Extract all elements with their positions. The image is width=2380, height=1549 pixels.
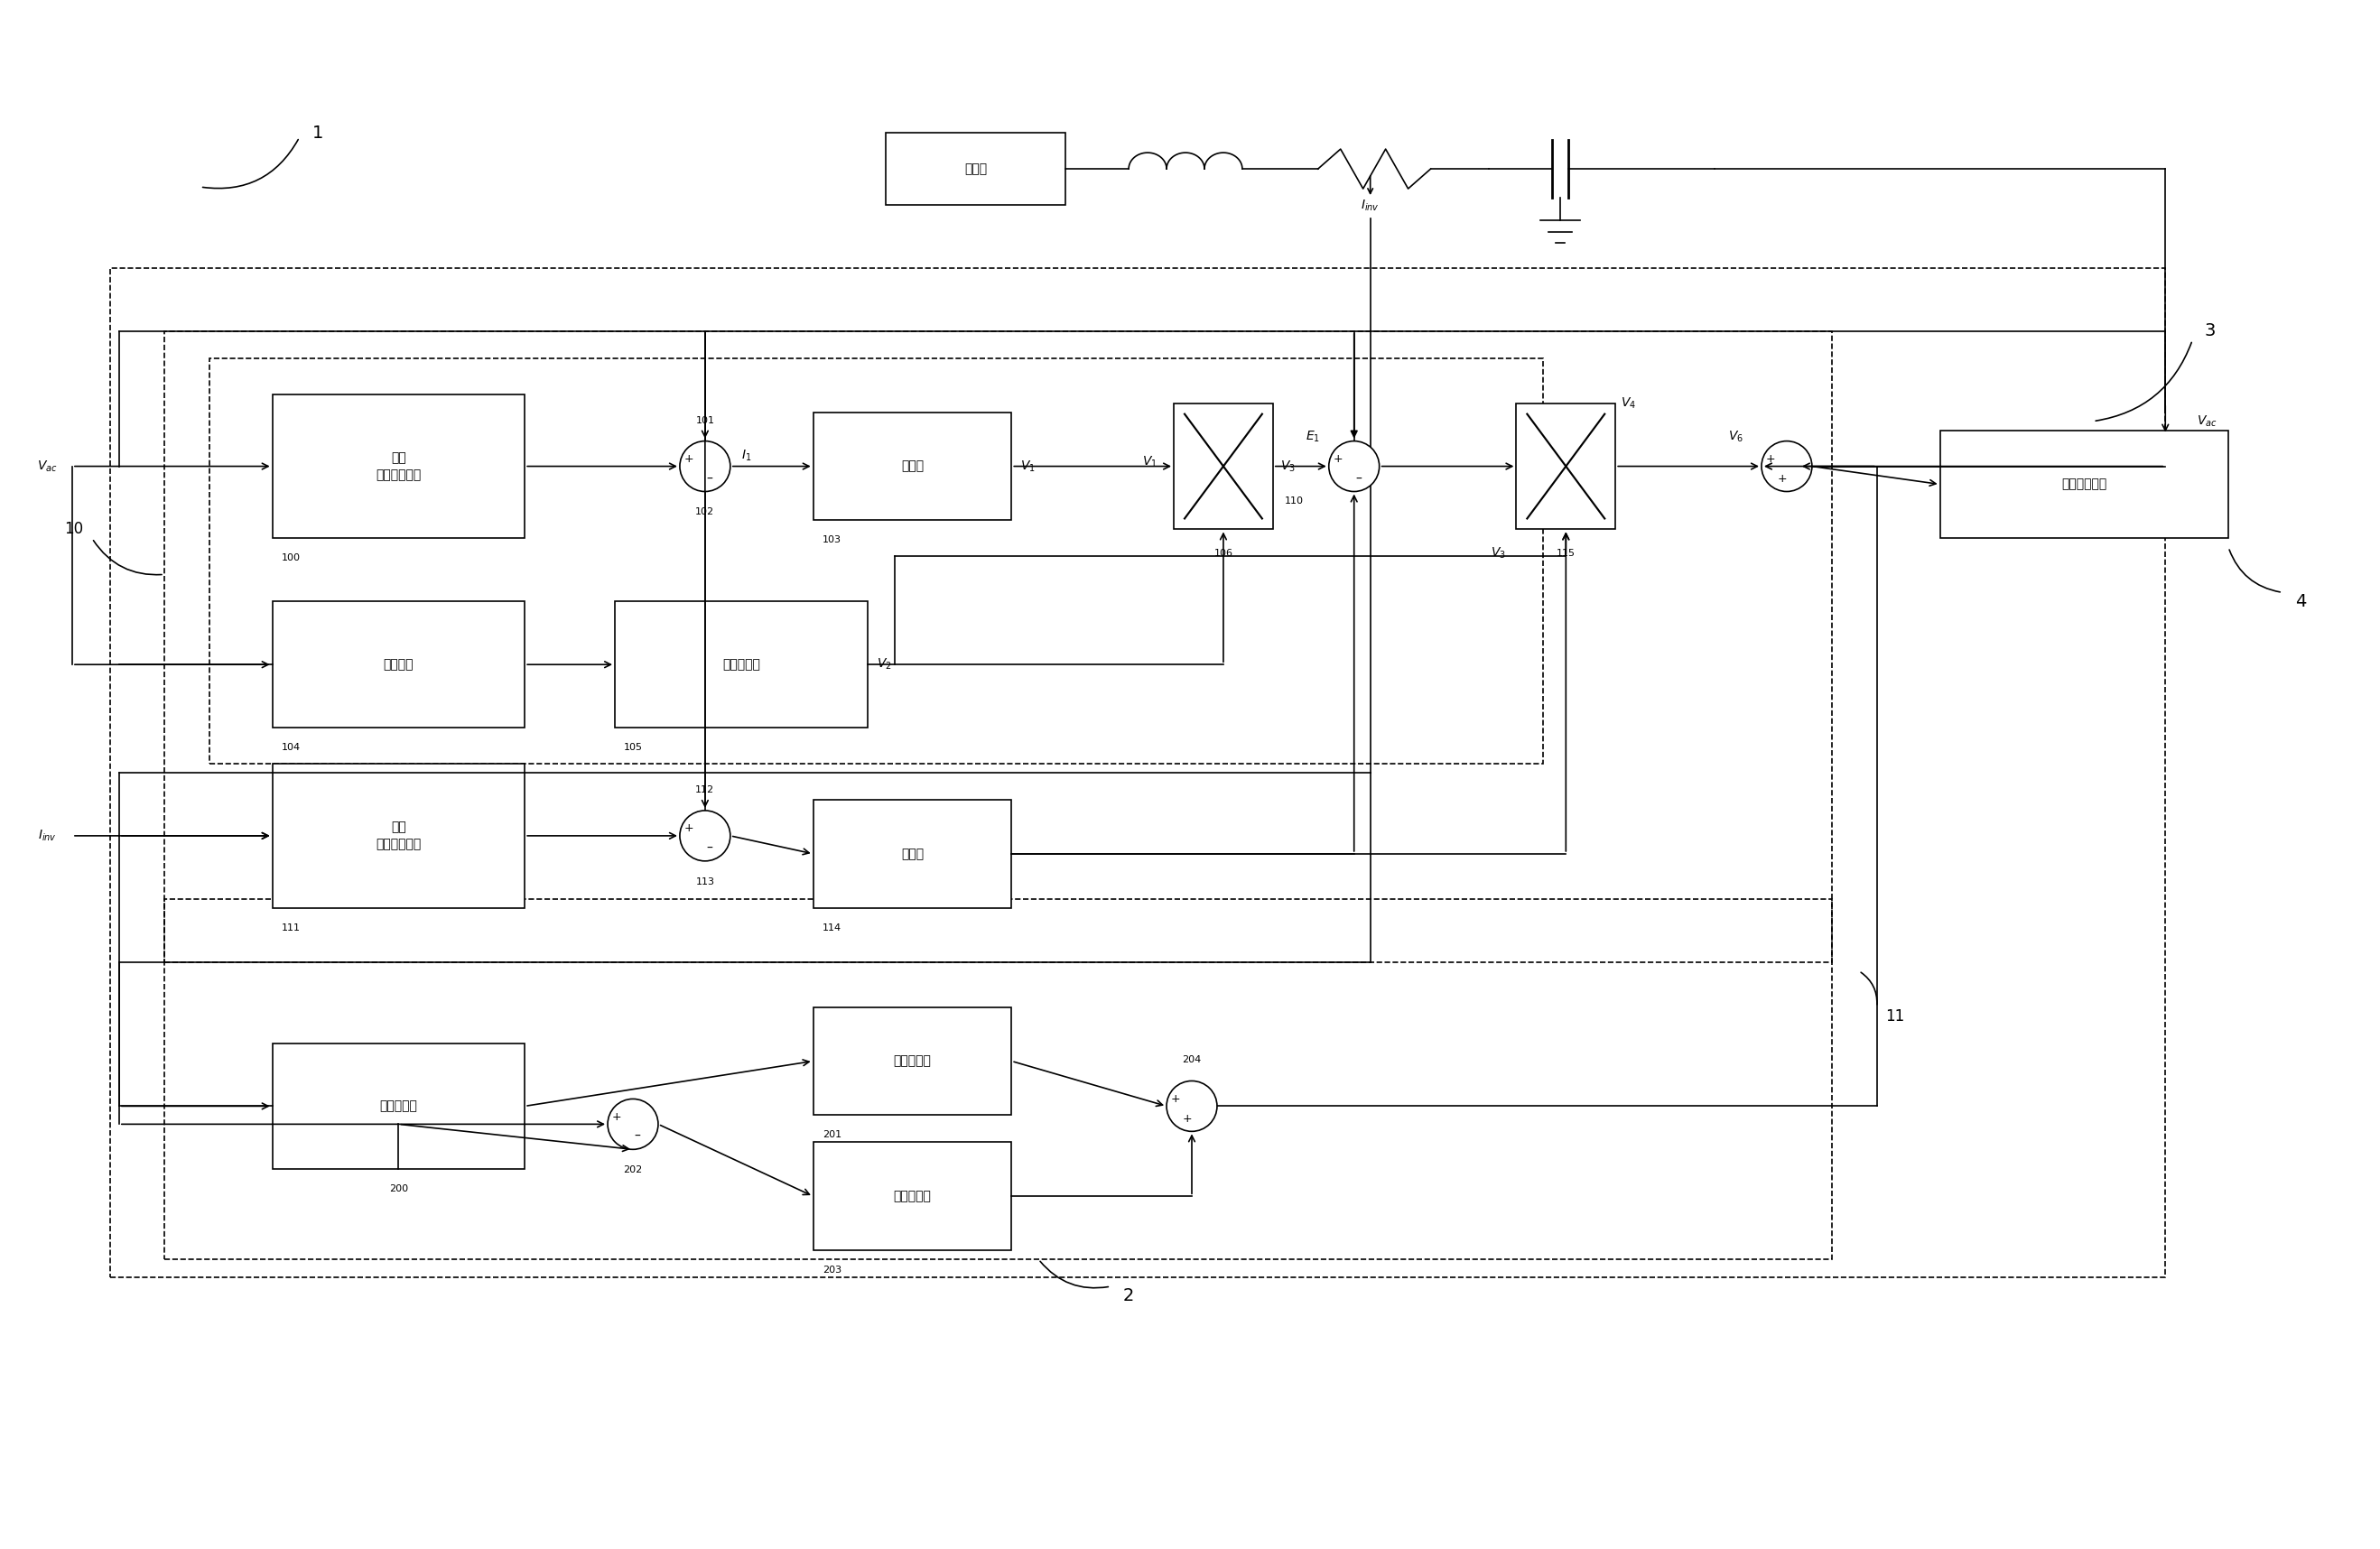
Bar	[271, 764, 524, 908]
Text: 103: 103	[821, 536, 840, 545]
Text: 112: 112	[695, 785, 714, 795]
Text: +: +	[1171, 1094, 1180, 1104]
Text: $V_6$: $V_6$	[1728, 429, 1745, 445]
Text: 102: 102	[695, 508, 714, 517]
Circle shape	[607, 1098, 659, 1149]
Text: –: –	[707, 843, 712, 855]
Text: 113: 113	[695, 877, 714, 886]
Text: +: +	[1778, 472, 1787, 485]
Text: 2: 2	[1123, 1287, 1135, 1304]
Text: 11: 11	[1885, 1008, 1904, 1024]
Circle shape	[1328, 441, 1380, 491]
Text: $V_1$: $V_1$	[1142, 454, 1157, 469]
Text: 203: 203	[821, 1266, 840, 1275]
Text: 201: 201	[821, 1131, 840, 1140]
Text: 控制器: 控制器	[902, 460, 923, 472]
Bar	[885, 133, 1066, 204]
Text: $V_{ac}$: $V_{ac}$	[36, 459, 57, 474]
Text: 202: 202	[624, 1166, 643, 1174]
Text: 1: 1	[312, 124, 324, 141]
Text: –: –	[635, 1131, 640, 1143]
Text: 3: 3	[2204, 322, 2216, 339]
Bar	[814, 799, 1012, 908]
Text: 200: 200	[388, 1185, 407, 1194]
Text: +: +	[683, 454, 693, 465]
Text: 第二
均方根値电路: 第二 均方根値电路	[376, 821, 421, 850]
Text: 锁相电路: 锁相电路	[383, 658, 414, 671]
Text: $V_3$: $V_3$	[1490, 545, 1507, 561]
Bar	[271, 601, 524, 728]
Bar	[1940, 431, 2228, 539]
Text: $V_4$: $V_4$	[1621, 397, 1637, 410]
Text: $I_{inv}$: $I_{inv}$	[38, 829, 57, 843]
Text: –: –	[707, 472, 712, 485]
Text: 100: 100	[281, 553, 300, 562]
Circle shape	[1166, 1081, 1216, 1131]
Text: $V_3$: $V_3$	[1280, 459, 1295, 474]
Text: 114: 114	[821, 923, 840, 932]
Bar	[164, 331, 1833, 962]
Text: $E_1$: $E_1$	[1304, 429, 1321, 445]
Text: +: +	[612, 1111, 621, 1123]
Text: 弦波发生器: 弦波发生器	[721, 658, 759, 671]
Bar	[814, 412, 1012, 520]
Text: $V_1$: $V_1$	[1021, 459, 1035, 474]
Text: 110: 110	[1285, 496, 1304, 505]
Text: 脉宽调制电路: 脉宽调制电路	[2061, 479, 2106, 491]
Text: +: +	[1766, 454, 1775, 465]
Text: +: +	[683, 823, 693, 835]
Bar	[209, 358, 1542, 764]
Text: $I_1$: $I_1$	[740, 448, 752, 463]
Bar	[1516, 403, 1616, 530]
Text: 限制器: 限制器	[902, 847, 923, 860]
Circle shape	[681, 441, 731, 491]
Text: +: +	[1333, 454, 1342, 465]
Bar	[164, 898, 1833, 1259]
Text: 204: 204	[1183, 1056, 1202, 1064]
Text: $I_{inv}$: $I_{inv}$	[1361, 198, 1380, 214]
Text: $V_{ac}$: $V_{ac}$	[2197, 414, 2218, 429]
Bar	[614, 601, 866, 728]
Bar	[271, 393, 524, 539]
Bar	[814, 1142, 1012, 1250]
Text: 第一放大器: 第一放大器	[892, 1055, 931, 1067]
Text: 111: 111	[281, 923, 300, 932]
Text: 105: 105	[624, 744, 643, 751]
Text: 带通滤波器: 带通滤波器	[381, 1100, 416, 1112]
Text: $V_2$: $V_2$	[876, 657, 892, 672]
Text: 第一
均方根値电路: 第一 均方根値电路	[376, 452, 421, 480]
Text: 104: 104	[281, 744, 300, 751]
Text: –: –	[1357, 472, 1361, 485]
Circle shape	[681, 810, 731, 861]
Circle shape	[1761, 441, 1811, 491]
Bar	[271, 1042, 524, 1169]
Bar	[109, 268, 2166, 1278]
Text: 115: 115	[1557, 550, 1576, 558]
Text: 101: 101	[695, 415, 714, 424]
Bar	[814, 1007, 1012, 1115]
Text: 4: 4	[2294, 593, 2306, 610]
Text: 第二放大器: 第二放大器	[892, 1190, 931, 1202]
Text: 106: 106	[1214, 550, 1233, 558]
Text: +: +	[1183, 1112, 1192, 1125]
Text: 10: 10	[64, 522, 83, 538]
Text: 逆变器: 逆变器	[964, 163, 988, 175]
Bar	[1173, 403, 1273, 530]
